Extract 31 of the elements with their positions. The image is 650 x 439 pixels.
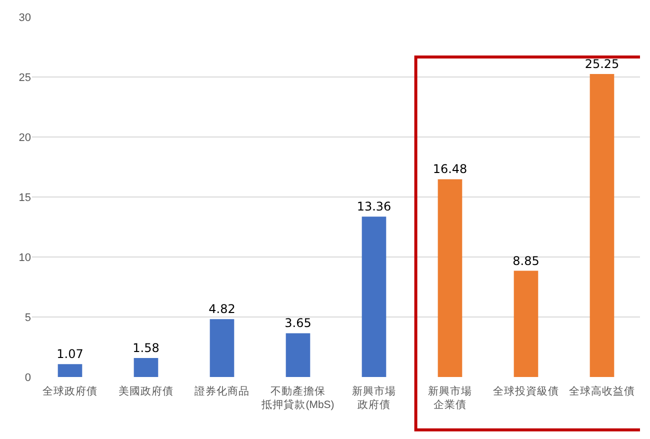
x-tick-label: 全球投資級債: [493, 384, 559, 398]
y-tick-label: 10: [18, 252, 31, 264]
x-tick-label: 證券化商品: [194, 384, 250, 398]
y-tick-label: 5: [24, 312, 31, 324]
data-label: 8.85: [512, 254, 540, 268]
bar: [438, 179, 462, 377]
data-label: 4.82: [208, 302, 236, 316]
data-label: 3.65: [284, 316, 312, 330]
x-tick-label: 新興市場企業債: [428, 384, 472, 412]
y-tick-label: 15: [18, 192, 31, 204]
data-label: 1.07: [56, 347, 84, 362]
x-tick-label: 美國政府債: [118, 384, 174, 398]
y-tick-label: 20: [18, 132, 31, 144]
bar: [134, 358, 158, 377]
bar: [362, 216, 386, 377]
bar: [590, 74, 614, 377]
bar: [210, 319, 234, 377]
x-tick-label: 新興市場政府債: [352, 384, 396, 412]
x-tick-label: 全球高收益債: [569, 384, 635, 398]
data-label: 16.48: [432, 162, 468, 176]
data-label: 13.36: [356, 200, 392, 214]
y-tick-label: 30: [18, 12, 31, 24]
y-tick-label: 0: [24, 372, 31, 384]
data-label: 25.25: [584, 57, 620, 71]
bar: [286, 333, 310, 377]
y-tick-label: 25: [18, 72, 31, 84]
bar: [58, 364, 82, 377]
x-tick-label: 不動產擔保抵押貸款(MbS): [260, 384, 334, 412]
x-tick-label: 全球政府債: [42, 384, 98, 398]
data-label: 1.58: [132, 341, 160, 356]
bar: [514, 270, 538, 377]
